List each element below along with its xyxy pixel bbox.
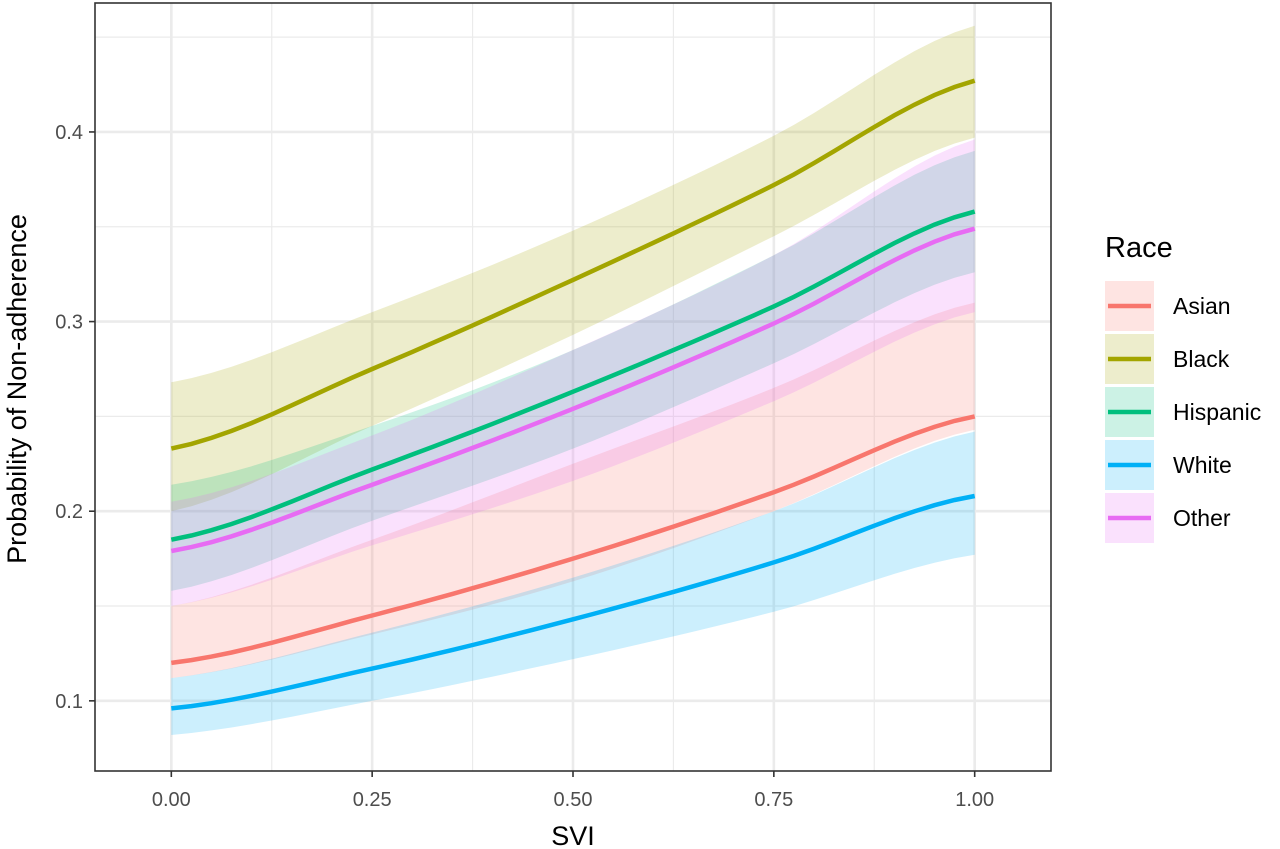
x-tick-label: 0.50 bbox=[554, 789, 593, 811]
series-line-asian bbox=[170, 414, 976, 666]
legend-title: Race bbox=[1105, 232, 1173, 264]
ribbon-white bbox=[171, 431, 975, 735]
ribbon-black bbox=[171, 25, 975, 512]
x-axis-ticks: 0.00 0.25 0.50 0.75 1.00 bbox=[152, 771, 994, 811]
y-tick-label: 0.2 bbox=[55, 501, 83, 523]
legend-label-black: Black bbox=[1173, 346, 1230, 372]
series-line-other bbox=[170, 226, 976, 554]
legend-label-other: Other bbox=[1173, 505, 1231, 531]
series-line-white bbox=[171, 493, 976, 711]
y-tick-label: 0.3 bbox=[55, 312, 83, 334]
legend-label-white: White bbox=[1173, 452, 1232, 478]
x-tick-label: 0.25 bbox=[353, 789, 392, 811]
y-axis-ticks: 0.1 0.2 0.3 0.4 bbox=[55, 122, 95, 713]
plot-panel bbox=[94, 2, 1052, 772]
series-line-hispanic bbox=[170, 209, 976, 542]
ribbon-other bbox=[171, 139, 975, 606]
legend-label-asian: Asian bbox=[1173, 293, 1231, 319]
y-tick-label: 0.4 bbox=[55, 122, 83, 144]
legend: Race Asian Black Hispanic White Other bbox=[1105, 232, 1261, 543]
x-axis-title: SVI bbox=[551, 821, 595, 849]
x-tick-label: 0.75 bbox=[754, 789, 793, 811]
ribbon-asian bbox=[171, 302, 975, 679]
y-tick-label: 0.1 bbox=[55, 691, 83, 713]
x-tick-label: 0.00 bbox=[152, 789, 191, 811]
ribbon-hispanic bbox=[171, 150, 975, 591]
x-tick-label: 1.00 bbox=[955, 789, 994, 811]
y-axis-title: Probability of Non-adherence bbox=[2, 214, 32, 564]
legend-label-hispanic: Hispanic bbox=[1173, 399, 1261, 425]
legend-keys: Asian Black Hispanic White Other bbox=[1105, 281, 1261, 543]
series-line-black bbox=[170, 78, 976, 451]
